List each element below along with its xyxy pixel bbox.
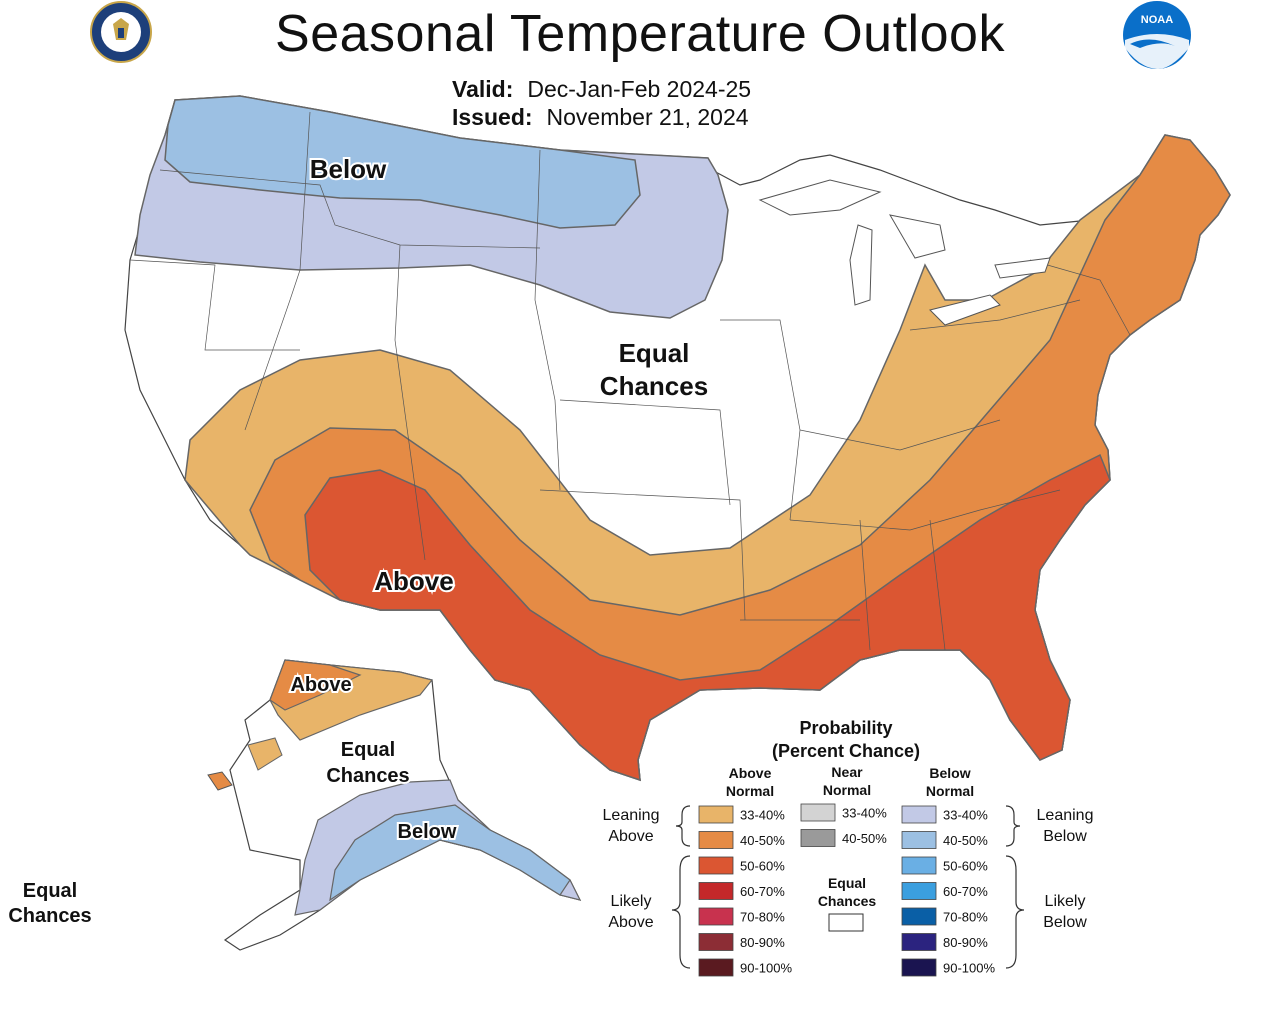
page-title: Seasonal Temperature Outlook: [275, 5, 1005, 63]
near-swatch-1: [800, 829, 836, 847]
above-swatch-3: [698, 882, 734, 900]
above-label-1: 40-50%: [740, 833, 785, 848]
below-label-5: 80-90%: [943, 935, 988, 950]
label-hi-equal-2: Chances: [8, 905, 91, 927]
issued-row: Issued: November 21, 2024: [452, 104, 749, 131]
brace-leaning-below: [1005, 805, 1021, 847]
valid-row: Valid: Dec-Jan-Feb 2024-25: [452, 76, 751, 103]
above-label-0: 33-40%: [740, 808, 785, 823]
issued-label: Issued:: [452, 104, 533, 130]
legend-likely-below-2: Below: [1043, 914, 1087, 931]
brace-leaning-above: [675, 805, 691, 847]
above-swatch-0: [698, 805, 734, 824]
label-below-north: Below: [310, 154, 387, 184]
above-swatch-2: [698, 856, 734, 875]
legend-leaning-below-2: Below: [1043, 828, 1087, 845]
legend-equal-swatch: [828, 913, 864, 932]
legend-title-2: (Percent Chance): [772, 741, 920, 761]
below-label-2: 50-60%: [943, 859, 988, 874]
above-swatch-1: [698, 831, 734, 849]
below-swatch-1: [901, 831, 937, 849]
alaska-above-seward: [247, 737, 283, 771]
brace-likely-below: [1005, 855, 1025, 969]
above-label-6: 90-100%: [740, 961, 792, 976]
alaska-above-40-50: [269, 659, 362, 711]
above-label-4: 70-80%: [740, 910, 785, 925]
below-swatch-2: [901, 856, 937, 875]
legend-equal-1: Equal: [828, 875, 866, 891]
department-of-commerce-seal-icon: [90, 1, 152, 63]
issued-value: November 21, 2024: [546, 104, 749, 130]
above-label-2: 50-60%: [740, 859, 785, 874]
legend-below-head-2: Normal: [926, 783, 974, 799]
legend-title-1: Probability: [799, 718, 892, 738]
below-label-1: 40-50%: [943, 833, 988, 848]
legend-likely-below-1: Likely: [1045, 893, 1086, 910]
legend-below-head-1: Below: [929, 765, 970, 781]
above-label-5: 80-90%: [740, 935, 785, 950]
label-ak-equal-2: Chances: [326, 765, 409, 787]
below-label-6: 90-100%: [943, 961, 995, 976]
noaa-logo-icon: NOAA: [1123, 1, 1191, 70]
legend-braces: [671, 805, 1025, 969]
below-label-3: 60-70%: [943, 884, 988, 899]
label-hi-equal-1: Equal: [23, 880, 77, 902]
above-swatch-6: [698, 958, 734, 977]
above-swatch-4: [698, 907, 734, 926]
legend: Probability (Percent Chance) Above Norma…: [603, 718, 1094, 977]
below-swatch-0: [901, 805, 937, 824]
legend-above-head-2: Normal: [726, 783, 774, 799]
label-above-south: Above: [374, 566, 453, 596]
legend-leaning-below-1: Leaning: [1037, 807, 1094, 824]
below-swatch-6: [901, 958, 937, 977]
below-label-0: 33-40%: [943, 808, 988, 823]
alaska-island: [207, 771, 233, 791]
legend-above-column: 33-40% 40-50% 50-60% 60-70% 70-80% 80-90% 90-1…: [698, 805, 792, 977]
legend-near-column: 33-40% 40-50%: [800, 803, 887, 847]
alaska-below-40-50: [329, 804, 571, 902]
below-swatch-4: [901, 907, 937, 926]
noaa-logo-text: NOAA: [1141, 14, 1173, 26]
legend-leaning-above-1: Leaning: [603, 807, 660, 824]
near-label-0: 33-40%: [842, 806, 887, 821]
great-lakes: [758, 179, 1051, 326]
above-label-3: 60-70%: [740, 884, 785, 899]
legend-near-head-1: Near: [831, 764, 863, 780]
legend-equal-2: Chances: [818, 893, 877, 909]
legend-below-column: 33-40% 40-50% 50-60% 60-70% 70-80% 80-90% 90-1…: [901, 805, 995, 977]
below-swatch-3: [901, 882, 937, 900]
brace-likely-above: [671, 855, 691, 969]
below-label-4: 70-80%: [943, 910, 988, 925]
label-equal-center-2: Chances: [600, 371, 708, 401]
valid-value: Dec-Jan-Feb 2024-25: [527, 76, 752, 102]
valid-label: Valid:: [452, 76, 514, 102]
label-ak-below: Below: [398, 821, 457, 843]
below-40-50-region: [164, 95, 641, 229]
label-ak-above: Above: [290, 674, 351, 696]
legend-above-head-1: Above: [729, 765, 772, 781]
above-swatch-5: [698, 933, 734, 951]
legend-likely-above-2: Above: [608, 914, 653, 931]
label-equal-center-1: Equal: [619, 338, 690, 368]
legend-near-head-2: Normal: [823, 782, 871, 798]
legend-leaning-above-2: Above: [608, 828, 653, 845]
below-swatch-5: [901, 933, 937, 951]
near-swatch-0: [800, 803, 836, 822]
state-boundaries: [129, 111, 1131, 651]
label-ak-equal-1: Equal: [341, 739, 395, 761]
near-label-1: 40-50%: [842, 831, 887, 846]
above-50-60-region: [304, 453, 1111, 782]
legend-likely-above-1: Likely: [611, 893, 652, 910]
